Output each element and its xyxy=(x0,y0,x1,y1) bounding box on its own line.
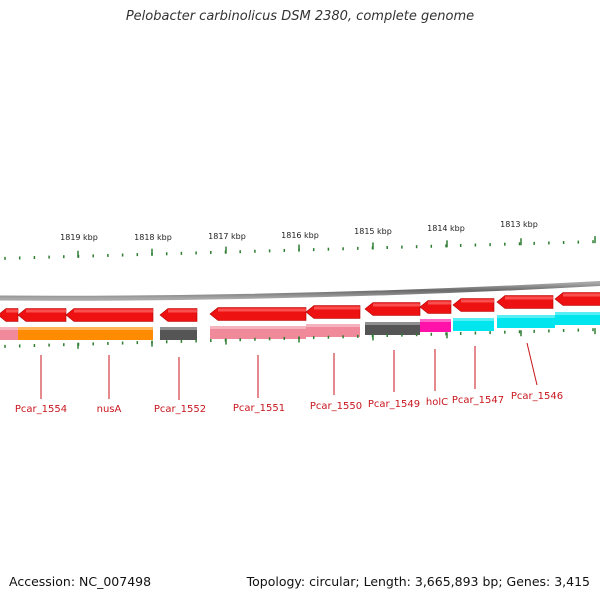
gene-arrow-highlight xyxy=(26,309,66,313)
accession-text: Accession: NC_007498 xyxy=(9,574,152,589)
cog-bar-highlight xyxy=(420,319,451,322)
genome-title: Pelobacter carbinolicus DSM 2380, comple… xyxy=(125,9,475,24)
gene-label: Pcar_1551 xyxy=(233,403,285,414)
scale-label: 1815 kbp xyxy=(354,227,392,236)
gene-label: Pcar_1554 xyxy=(15,404,67,415)
scale-labels: 1819 kbp 1818 kbp 1817 kbp 1816 kbp 1815 kbp… xyxy=(60,220,538,242)
gene-label: holC xyxy=(426,397,448,408)
gene-label: Pcar_1549 xyxy=(368,399,420,410)
cog-bar xyxy=(420,319,451,332)
gene-arrow-highlight xyxy=(168,309,197,313)
gene-arrow-highlight xyxy=(428,301,451,305)
scale-label: 1816 kbp xyxy=(281,231,319,240)
gene-arrow-highlight xyxy=(314,306,360,310)
cog-bar-highlight xyxy=(306,324,360,327)
cog-bar-highlight xyxy=(210,326,306,329)
gene-arrow-highlight xyxy=(74,309,153,313)
scale-label: 1813 kbp xyxy=(500,220,538,229)
cog-bar-highlight xyxy=(555,312,600,315)
genome-summary-text: Topology: circular; Length: 3,665,893 bp… xyxy=(246,574,590,589)
inner-tick-marks xyxy=(4,328,596,349)
gene-arrow-highlight xyxy=(218,308,306,312)
cog-bar-highlight xyxy=(0,327,18,330)
cog-bar-highlight xyxy=(453,318,494,321)
cog-bar-highlight xyxy=(18,327,153,330)
gene-label: Pcar_1546 xyxy=(511,391,563,402)
cog-bar xyxy=(306,324,360,337)
cog-bar xyxy=(497,315,555,328)
cog-bar-highlight xyxy=(365,322,420,325)
genome-backbone xyxy=(0,281,600,301)
gene-arrow-highlight xyxy=(6,309,18,313)
cog-bar xyxy=(18,327,153,340)
cog-bar-highlight xyxy=(497,315,555,318)
cog-bar xyxy=(365,322,420,335)
scale-label: 1817 kbp xyxy=(208,232,246,241)
gene-label: nusA xyxy=(97,404,122,415)
scale-label: 1818 kbp xyxy=(134,233,172,242)
gene-arrows xyxy=(0,292,600,322)
gene-label: Pcar_1550 xyxy=(310,401,362,412)
gene-arrow-highlight xyxy=(373,303,420,307)
gene-label: Pcar_1552 xyxy=(154,404,206,415)
scale-label: 1814 kbp xyxy=(427,224,465,233)
scale-label: 1819 kbp xyxy=(60,233,98,242)
cog-bar xyxy=(555,312,600,325)
cog-bar-highlight xyxy=(160,327,197,330)
gene-arrow-highlight xyxy=(461,299,494,303)
cog-category-bars xyxy=(0,312,600,340)
gene-arrow-highlight xyxy=(505,296,553,300)
gene-labels: Pcar_1554 nusA Pcar_1552 Pcar_1551 Pcar_1550… xyxy=(15,342,563,415)
gene-label-leader xyxy=(526,342,538,386)
cog-bar xyxy=(160,327,197,340)
cog-bar xyxy=(453,318,494,331)
cog-bar xyxy=(0,327,18,340)
cog-bar xyxy=(210,326,306,339)
outer-tick-marks xyxy=(4,236,596,260)
gene-label: Pcar_1547 xyxy=(452,395,504,406)
gene-arrow-highlight xyxy=(563,293,600,297)
